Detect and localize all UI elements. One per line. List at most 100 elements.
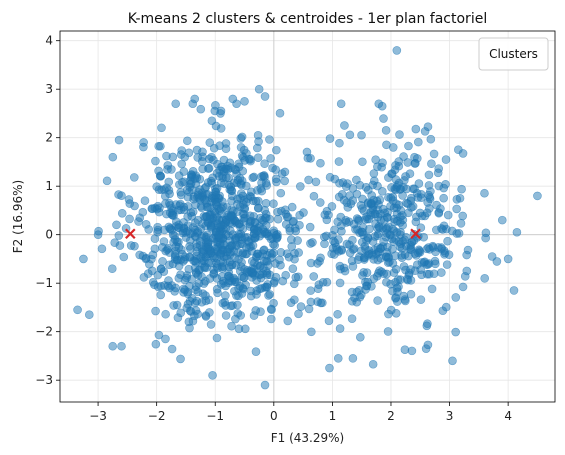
data-point — [320, 210, 330, 220]
data-point — [370, 232, 380, 241]
data-point — [184, 264, 194, 274]
data-point — [224, 173, 234, 183]
data-point — [325, 363, 334, 373]
data-point — [397, 253, 407, 262]
data-point — [114, 231, 124, 240]
data-point — [201, 232, 211, 242]
data-point — [348, 183, 358, 193]
data-point — [276, 188, 286, 198]
data-point — [290, 295, 299, 305]
data-point — [374, 200, 383, 209]
data-point — [209, 268, 219, 278]
legend-title: Clusters — [489, 47, 538, 61]
data-point — [458, 282, 468, 292]
data-point — [119, 252, 129, 262]
data-point — [156, 281, 166, 291]
data-point — [196, 104, 206, 114]
data-point — [170, 250, 180, 259]
data-point — [441, 155, 451, 164]
data-point — [388, 192, 398, 202]
data-point — [157, 123, 166, 133]
data-point — [191, 306, 201, 315]
data-point — [240, 97, 249, 106]
data-point — [179, 167, 189, 176]
data-point — [175, 201, 184, 210]
data-point — [376, 244, 385, 253]
x-tick: −2 — [148, 402, 166, 423]
data-point — [211, 190, 221, 200]
data-point — [244, 154, 254, 164]
data-point — [272, 145, 281, 155]
data-point — [261, 178, 271, 188]
data-point — [436, 204, 445, 213]
data-point — [423, 122, 433, 132]
y-tick: −1 — [35, 276, 60, 290]
x-tick-label: 3 — [446, 409, 454, 423]
data-point — [403, 275, 413, 285]
data-point — [455, 193, 465, 203]
y-tick-label: 4 — [45, 34, 53, 48]
data-point — [139, 273, 149, 282]
data-point — [280, 167, 290, 177]
data-point — [295, 220, 304, 230]
data-point — [414, 137, 423, 147]
data-point — [216, 220, 226, 230]
data-point — [252, 226, 262, 235]
data-point — [348, 262, 358, 271]
data-point — [509, 286, 519, 295]
data-point — [117, 208, 127, 218]
data-point — [424, 170, 434, 180]
data-point — [281, 270, 291, 280]
data-point — [252, 143, 262, 153]
chart-title: K-means 2 clusters & centroides - 1er pl… — [128, 11, 487, 27]
data-point — [209, 143, 219, 153]
data-point — [179, 287, 188, 297]
y-tick-label: −1 — [35, 276, 53, 290]
data-point — [168, 152, 178, 162]
data-point — [212, 333, 222, 343]
data-point — [306, 154, 315, 163]
data-point — [261, 198, 271, 208]
data-point — [110, 238, 120, 248]
data-point — [222, 247, 232, 257]
data-point — [186, 229, 195, 239]
data-point — [200, 263, 209, 273]
data-point — [451, 327, 460, 337]
data-point — [379, 215, 389, 225]
data-point — [239, 217, 249, 226]
y-tick-label: 0 — [45, 228, 53, 242]
data-point — [184, 317, 194, 327]
data-point — [174, 243, 184, 252]
x-tick-label: 4 — [504, 409, 512, 423]
data-point — [205, 138, 215, 147]
data-point — [425, 192, 434, 202]
data-point — [358, 271, 367, 280]
data-point — [393, 275, 403, 284]
data-point — [260, 380, 270, 390]
data-point — [230, 253, 240, 262]
x-tick: 1 — [329, 402, 336, 423]
data-point — [345, 130, 355, 140]
data-point — [427, 159, 436, 169]
data-point — [154, 330, 164, 340]
data-point — [265, 135, 274, 144]
data-point — [373, 296, 382, 305]
data-point — [249, 172, 259, 182]
data-point — [411, 217, 421, 227]
data-point — [161, 309, 170, 319]
data-point — [221, 144, 231, 154]
data-point — [262, 282, 272, 292]
data-point — [253, 249, 263, 259]
data-point — [503, 254, 513, 264]
data-point — [443, 236, 452, 246]
data-point — [377, 101, 387, 111]
data-point — [404, 141, 413, 151]
data-point — [392, 46, 402, 55]
data-point — [357, 130, 366, 140]
data-point — [192, 145, 202, 155]
data-point — [251, 347, 261, 356]
data-point — [311, 177, 321, 187]
data-point — [266, 314, 276, 324]
y-axis-ticks: −3 −2 −1 0 1 2 3 4 — [35, 34, 60, 387]
data-point — [296, 302, 306, 311]
